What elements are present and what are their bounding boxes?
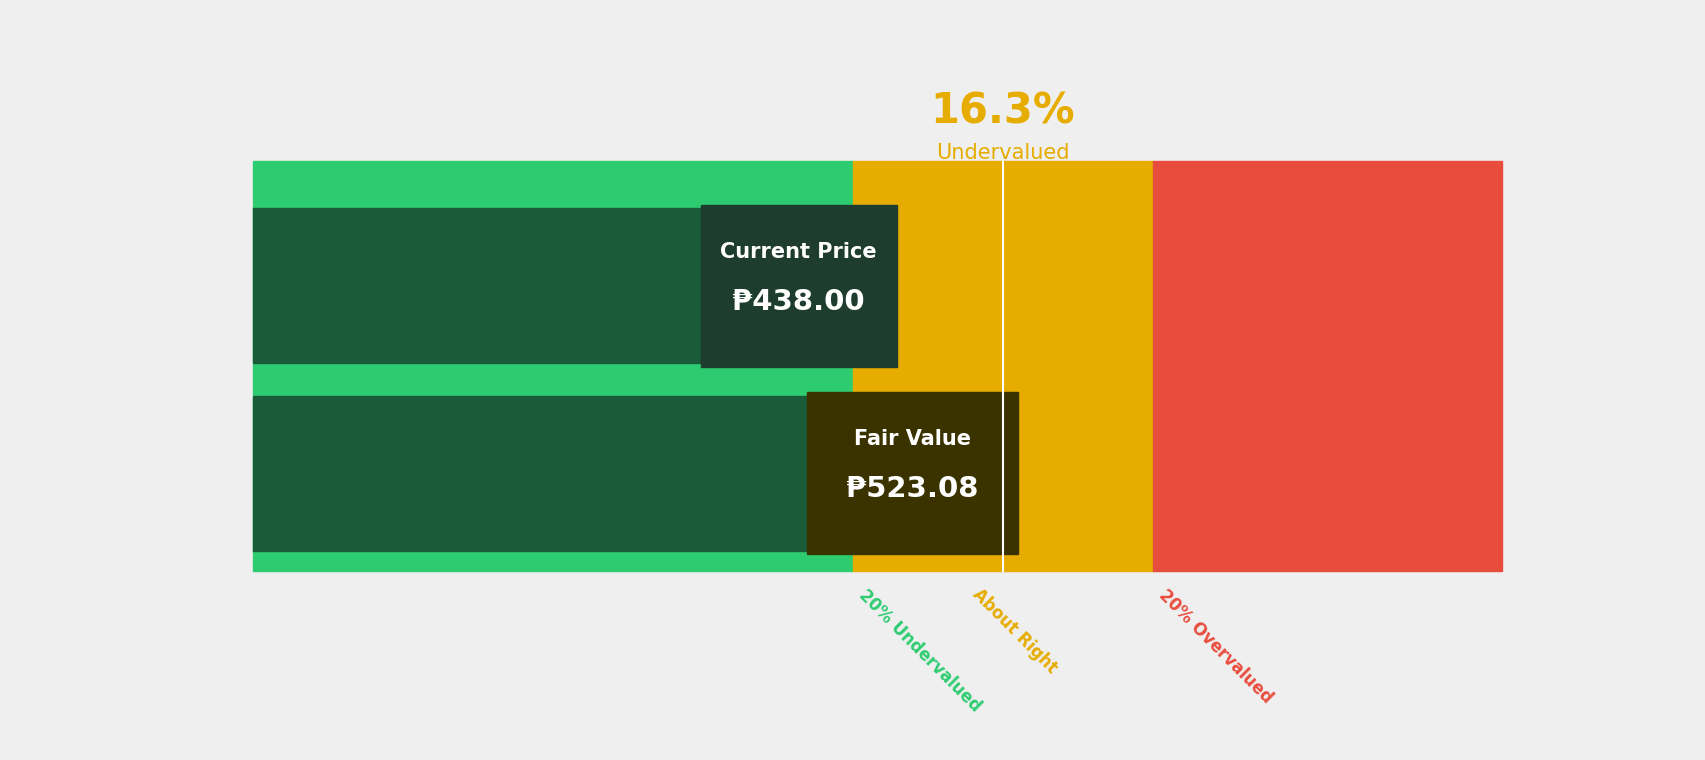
Text: ₱523.08: ₱523.08 bbox=[846, 476, 979, 503]
Text: 20% Overvalued: 20% Overvalued bbox=[1154, 586, 1275, 707]
Bar bbox=[701, 204, 897, 367]
Bar bbox=[806, 392, 1018, 554]
Bar bbox=[252, 161, 852, 571]
Bar bbox=[852, 161, 1153, 571]
Text: 20% Undervalued: 20% Undervalued bbox=[854, 586, 984, 715]
Text: Undervalued: Undervalued bbox=[936, 143, 1069, 163]
Text: About Right: About Right bbox=[968, 586, 1061, 677]
Bar bbox=[1153, 161, 1502, 571]
Text: Current Price: Current Price bbox=[720, 242, 876, 262]
Text: Fair Value: Fair Value bbox=[854, 429, 970, 449]
Bar bbox=[252, 208, 880, 363]
Text: 16.3%: 16.3% bbox=[929, 90, 1074, 133]
Bar bbox=[252, 395, 1003, 550]
Text: ₱438.00: ₱438.00 bbox=[731, 288, 864, 316]
